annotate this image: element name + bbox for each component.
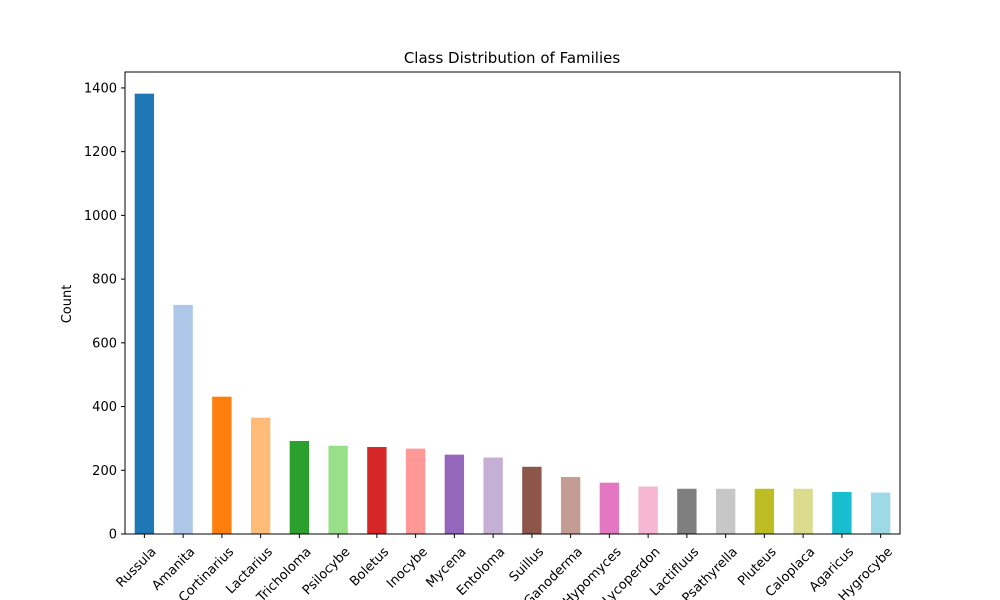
- y-axis-label: Count: [60, 285, 75, 324]
- bar-hygrocybe: [870, 492, 891, 534]
- bar-russula: [134, 93, 155, 535]
- y-tick-label: 200: [92, 464, 117, 479]
- bar-lactifluus: [677, 488, 697, 534]
- y-tick-label: 1400: [84, 81, 117, 96]
- bar-hypomyces: [599, 482, 620, 534]
- y-tick-label: 800: [92, 273, 117, 288]
- bar-boletus: [367, 447, 387, 534]
- bar-caloplaca: [793, 488, 813, 534]
- bar-mycena: [444, 454, 465, 534]
- bar-agaricus: [832, 491, 852, 534]
- bar-lycoperdon: [638, 486, 658, 534]
- bar-entoloma: [483, 457, 503, 534]
- bar-inocybe: [405, 448, 426, 534]
- bar-pluteus: [754, 488, 775, 534]
- y-tick-label: 600: [92, 336, 117, 351]
- plot-frame: [124, 71, 901, 535]
- y-axis: 0 200 400 600 800 1000 1200 1400: [84, 81, 125, 543]
- bars-group: [134, 93, 891, 535]
- y-tick-label: 1000: [84, 209, 117, 224]
- bar-cortinarius: [212, 396, 232, 534]
- chart-title: Class Distribution of Families: [404, 49, 621, 67]
- bar-lactarius: [250, 417, 271, 534]
- y-tick-label: 1200: [84, 145, 117, 160]
- bar-psilocybe: [328, 445, 348, 534]
- bar-suillus: [522, 466, 542, 534]
- bar-tricholoma: [289, 440, 310, 534]
- y-tick-label: 400: [92, 400, 117, 415]
- bar-ganoderma: [560, 476, 581, 534]
- x-axis: RussulaAmanitaCortinariusLactariusTricho…: [114, 534, 896, 600]
- x-tick-label: Inocybe: [384, 545, 431, 592]
- y-tick-label: 0: [109, 528, 117, 543]
- bar-amanita: [173, 304, 193, 534]
- bar-psathyrella: [715, 488, 736, 534]
